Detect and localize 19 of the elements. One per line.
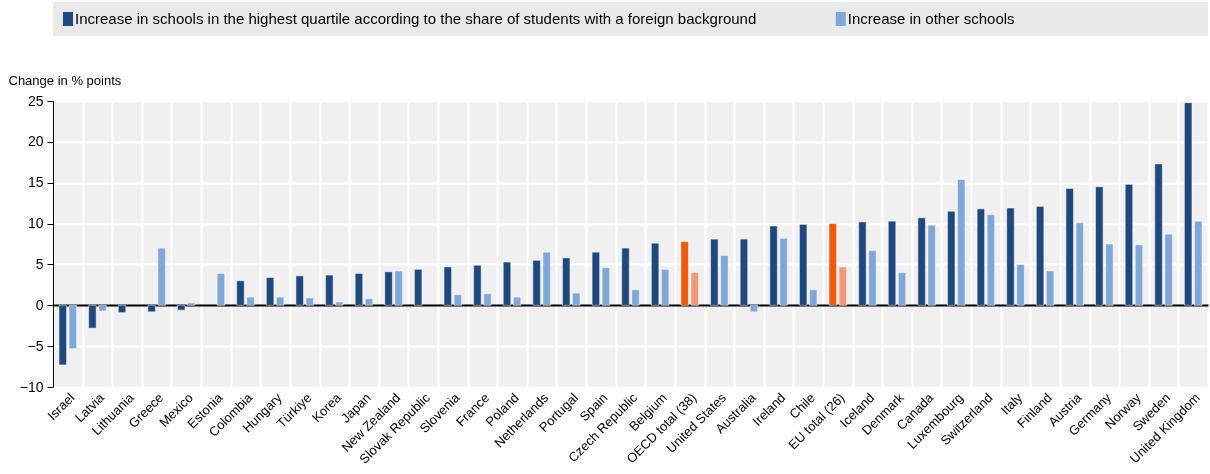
y-tick-label: −10 bbox=[19, 378, 44, 395]
y-tick-label: 10 bbox=[27, 215, 44, 232]
y-tick-label: 20 bbox=[27, 133, 44, 150]
y-tick-label: 0 bbox=[35, 296, 44, 313]
legend-label: Increase in other schools bbox=[847, 10, 1015, 27]
y-tick-label: 25 bbox=[27, 92, 44, 109]
bar bbox=[118, 305, 127, 313]
y-tick-label: −5 bbox=[27, 337, 44, 354]
bar bbox=[513, 296, 522, 306]
bar bbox=[414, 269, 423, 306]
y-tick-label: 5 bbox=[35, 255, 44, 272]
bar bbox=[749, 305, 758, 313]
y-tick-label: 15 bbox=[27, 174, 44, 191]
bar bbox=[216, 273, 225, 306]
bar bbox=[898, 272, 907, 306]
y-axis-title: Change in % points bbox=[8, 72, 122, 88]
legend-label: Increase in schools in the highest quartile according to the share of students with a foreign background bbox=[75, 10, 757, 27]
bar bbox=[364, 298, 373, 306]
bar bbox=[354, 273, 363, 306]
